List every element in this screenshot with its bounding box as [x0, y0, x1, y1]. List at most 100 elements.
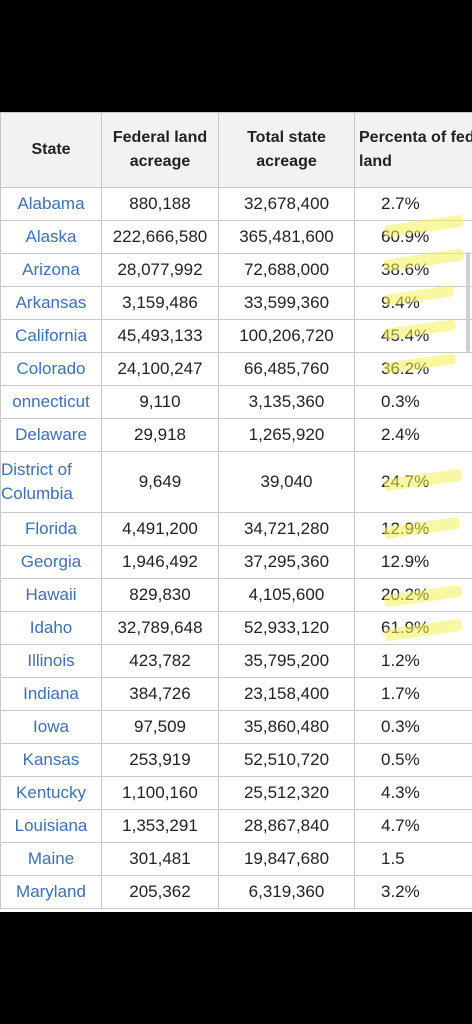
table-body: Alabama 880,188 32,678,400 2.7% Alaska 222,66… [0, 187, 472, 909]
scrollbar[interactable] [466, 252, 470, 352]
table-row: Georgia 1,946,492 37,295,360 12.9% [0, 545, 472, 579]
state-link[interactable]: Arizona [0, 253, 102, 287]
total-acreage-cell: 52,933,120 [218, 611, 355, 645]
federal-acreage-cell: 222,666,580 [101, 220, 219, 254]
state-link[interactable]: Colorado [0, 352, 102, 386]
federal-acreage-cell: 9,649 [101, 451, 219, 513]
total-acreage-cell: 1,265,920 [218, 418, 355, 452]
total-acreage-cell: 25,512,320 [218, 776, 355, 810]
percentage-cell: 12.9% [354, 545, 472, 579]
federal-acreage-cell: 32,789,648 [101, 611, 219, 645]
percentage-cell: 2.4% [354, 418, 472, 452]
federal-acreage-cell: 45,493,133 [101, 319, 219, 353]
total-acreage-cell: 37,295,360 [218, 545, 355, 579]
total-acreage-cell: 35,860,480 [218, 710, 355, 744]
total-acreage-cell: 33,599,360 [218, 286, 355, 320]
total-acreage-cell: 3,135,360 [218, 385, 355, 419]
state-link[interactable]: Kansas [0, 743, 102, 777]
federal-acreage-cell: 24,100,247 [101, 352, 219, 386]
federal-acreage-cell: 301,481 [101, 842, 219, 876]
table-row: Maine 301,481 19,847,680 1.5 [0, 842, 472, 876]
table-row: Alabama 880,188 32,678,400 2.7% [0, 187, 472, 221]
total-acreage-cell: 28,867,840 [218, 809, 355, 843]
state-link[interactable]: onnecticut [0, 385, 102, 419]
total-acreage-cell: 66,485,760 [218, 352, 355, 386]
federal-acreage-cell: 1,100,160 [101, 776, 219, 810]
federal-acreage-cell: 423,782 [101, 644, 219, 678]
header-state: State [0, 112, 102, 188]
state-link[interactable]: Maryland [0, 875, 102, 909]
percentage-cell: 0.3% [354, 710, 472, 744]
state-link[interactable]: Alaska [0, 220, 102, 254]
state-link[interactable]: California [0, 319, 102, 353]
table-row: Maryland 205,362 6,319,360 3.2% [0, 875, 472, 909]
header-percentage: Percenta of federa land [354, 112, 472, 188]
state-link[interactable]: District of Columbia [0, 451, 102, 513]
percentage-cell: 3.2% [354, 875, 472, 909]
percentage-cell: 0.5% [354, 743, 472, 777]
table-row: Alaska 222,666,580 365,481,600 60.9% [0, 220, 472, 254]
federal-acreage-cell: 4,491,200 [101, 512, 219, 546]
federal-acreage-cell: 29,918 [101, 418, 219, 452]
total-acreage-cell: 100,206,720 [218, 319, 355, 353]
federal-acreage-cell: 3,159,486 [101, 286, 219, 320]
table-row: Indiana 384,726 23,158,400 1.7% [0, 677, 472, 711]
total-acreage-cell: 39,040 [218, 451, 355, 513]
table-row: Kentucky 1,100,160 25,512,320 4.3% [0, 776, 472, 810]
percentage-cell: 1.2% [354, 644, 472, 678]
percentage-cell: 0.3% [354, 385, 472, 419]
state-link[interactable]: Georgia [0, 545, 102, 579]
percentage-cell: 4.3% [354, 776, 472, 810]
total-acreage-cell: 35,795,200 [218, 644, 355, 678]
state-link[interactable]: Idaho [0, 611, 102, 645]
federal-acreage-cell: 97,509 [101, 710, 219, 744]
state-link[interactable]: Louisiana [0, 809, 102, 843]
total-acreage-cell: 19,847,680 [218, 842, 355, 876]
screenshot-content: State Federal land acreage Total state a… [0, 112, 472, 912]
percentage-cell: 4.7% [354, 809, 472, 843]
table-row: Louisiana 1,353,291 28,867,840 4.7% [0, 809, 472, 843]
percentage-cell: 2.7% [354, 187, 472, 221]
table-row: onnecticut 9,110 3,135,360 0.3% [0, 385, 472, 419]
total-acreage-cell: 23,158,400 [218, 677, 355, 711]
total-acreage-cell: 52,510,720 [218, 743, 355, 777]
total-acreage-cell: 32,678,400 [218, 187, 355, 221]
state-link[interactable]: Kentucky [0, 776, 102, 810]
total-acreage-cell: 365,481,600 [218, 220, 355, 254]
state-link[interactable]: Indiana [0, 677, 102, 711]
header-total-acreage: Total state acreage [218, 112, 355, 188]
federal-acreage-cell: 1,353,291 [101, 809, 219, 843]
state-link[interactable]: Arkansas [0, 286, 102, 320]
percentage-cell: 1.5 [354, 842, 472, 876]
table-row: Delaware 29,918 1,265,920 2.4% [0, 418, 472, 452]
federal-acreage-cell: 880,188 [101, 187, 219, 221]
table-header-row: State Federal land acreage Total state a… [0, 112, 472, 188]
federal-acreage-cell: 829,830 [101, 578, 219, 612]
table-row: Kansas 253,919 52,510,720 0.5% [0, 743, 472, 777]
federal-acreage-cell: 384,726 [101, 677, 219, 711]
state-link[interactable]: Hawaii [0, 578, 102, 612]
federal-acreage-cell: 28,077,992 [101, 253, 219, 287]
state-link[interactable]: Illinois [0, 644, 102, 678]
state-link[interactable]: Florida [0, 512, 102, 546]
federal-acreage-cell: 253,919 [101, 743, 219, 777]
federal-acreage-cell: 9,110 [101, 385, 219, 419]
state-link[interactable]: Iowa [0, 710, 102, 744]
state-link[interactable]: Delaware [0, 418, 102, 452]
total-acreage-cell: 72,688,000 [218, 253, 355, 287]
header-federal-acreage: Federal land acreage [101, 112, 219, 188]
table-row: Iowa 97,509 35,860,480 0.3% [0, 710, 472, 744]
total-acreage-cell: 34,721,280 [218, 512, 355, 546]
percentage-cell: 1.7% [354, 677, 472, 711]
total-acreage-cell: 4,105,600 [218, 578, 355, 612]
federal-acreage-cell: 205,362 [101, 875, 219, 909]
federal-acreage-cell: 1,946,492 [101, 545, 219, 579]
federal-land-table: State Federal land acreage Total state a… [0, 112, 472, 909]
total-acreage-cell: 6,319,360 [218, 875, 355, 909]
state-link[interactable]: Alabama [0, 187, 102, 221]
table-row: Illinois 423,782 35,795,200 1.2% [0, 644, 472, 678]
state-link[interactable]: Maine [0, 842, 102, 876]
